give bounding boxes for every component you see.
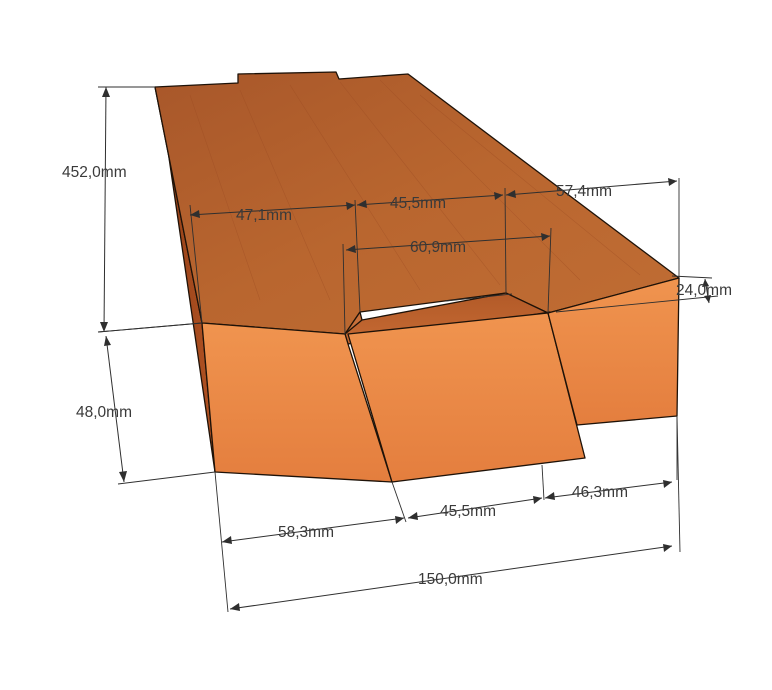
dimension-bottom-right-label: 46,3mm xyxy=(572,484,628,501)
dimension-top-right-label: 57,4mm xyxy=(556,183,612,200)
dimension-top-middle: 45,5mm xyxy=(356,187,507,294)
dimension-bottom-middle: 45,5mm xyxy=(407,464,545,520)
dimension-width-total: 150,0mm xyxy=(229,415,681,611)
dimension-groove-depth-label: 24,0mm xyxy=(676,282,732,299)
dimension-groove-width: 60,9mm xyxy=(342,227,552,335)
dimension-height: 48,0mm xyxy=(76,322,216,485)
dimension-length-label: 452,0mm xyxy=(62,164,127,181)
dimension-width-total-label: 150,0mm xyxy=(418,571,483,588)
dimension-groove-depth: 24,0mm xyxy=(445,275,732,313)
dimension-height-label: 48,0mm xyxy=(76,404,132,421)
dimension-bottom-left-label: 58,3mm xyxy=(278,524,334,541)
dimension-top-right: 57,4mm xyxy=(505,178,680,278)
board-front-left-face xyxy=(201,322,393,483)
dimension-bottom-left: 58,3mm xyxy=(214,471,407,613)
wood-grain xyxy=(189,79,641,301)
dimension-top-left-label: 47,1mm xyxy=(236,207,292,224)
dimension-top-middle-label: 45,5mm xyxy=(390,195,446,212)
dimension-top-left: 47,1mm xyxy=(189,199,361,324)
dovetail-tongue-front-face xyxy=(347,312,586,483)
dimension-bottom-right: 46,3mm xyxy=(544,416,678,501)
dimension-groove-width-label: 60,9mm xyxy=(410,239,466,256)
dimension-bottom-middle-label: 45,5mm xyxy=(440,503,496,520)
